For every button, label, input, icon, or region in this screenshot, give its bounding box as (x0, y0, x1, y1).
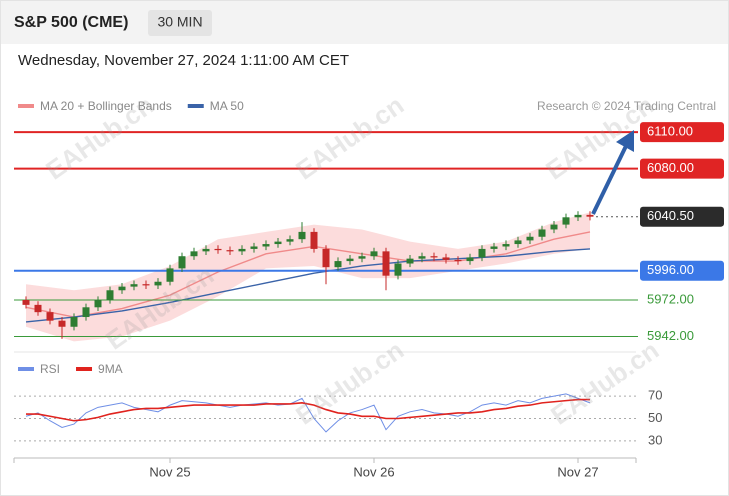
legend-swatch (18, 104, 34, 108)
legend-label: RSI (40, 362, 60, 376)
bollinger-band (26, 212, 590, 342)
candle-body (46, 312, 54, 321)
candle-body (70, 317, 78, 327)
level-label: 6110.00 (647, 124, 693, 139)
candle-body (382, 251, 390, 276)
candle-body (538, 229, 546, 237)
candle-body (574, 214, 582, 218)
candle-body (346, 258, 354, 262)
x-tick-label: Nov 25 (149, 464, 190, 479)
level-label: 6080.00 (647, 160, 694, 175)
moving-average (25, 248, 591, 323)
candle-body (586, 214, 594, 217)
candle-body (502, 244, 510, 247)
candle-body (406, 258, 414, 264)
candle-body (262, 244, 270, 247)
legend-swatch (76, 367, 93, 371)
interval-label[interactable]: 30 MIN (157, 14, 202, 30)
header-bar (1, 1, 728, 44)
legend-label: 9MA (98, 362, 123, 376)
candle-body (166, 268, 174, 282)
candle-body (478, 248, 486, 258)
x-tick-label: Nov 26 (353, 464, 394, 479)
level-label: 5942.00 (647, 328, 694, 343)
candle-body (202, 248, 210, 252)
candle-body (130, 284, 138, 287)
rsi-line (26, 398, 590, 422)
candle-body (430, 256, 438, 258)
candle-body (274, 241, 282, 245)
y-tick-label: 50 (648, 410, 662, 425)
forecast-arrow (591, 145, 628, 215)
candle-body (418, 256, 426, 259)
last-price-label: 6040.50 (647, 208, 694, 223)
candle-body (94, 300, 102, 308)
legend-swatch (18, 367, 34, 371)
candle-body (178, 256, 186, 269)
candle-body (310, 231, 318, 249)
candle-body (334, 261, 342, 268)
candle-body (190, 251, 198, 257)
rsi-line (25, 393, 591, 433)
candle-body (562, 217, 570, 225)
level-box (640, 122, 724, 143)
candle-body (106, 290, 114, 300)
candle-body (490, 246, 498, 249)
y-tick-label: 70 (648, 388, 662, 403)
credit: Research © 2024 Trading Central (537, 99, 716, 113)
forecast-arrowhead (616, 130, 634, 152)
last-price-box (640, 206, 724, 227)
level-label: 5972.00 (647, 291, 694, 306)
candle-body (142, 284, 150, 286)
y-tick-label: 30 (648, 432, 662, 447)
legend-label: MA 20 + Bollinger Bands (40, 99, 172, 113)
timestamp: Wednesday, November 27, 2024 1:11:00 AM … (18, 52, 349, 69)
candle-body (82, 307, 90, 318)
candle-body (118, 286, 126, 291)
candle-body (226, 250, 234, 252)
legend-swatch (187, 104, 204, 108)
candle-body (454, 259, 462, 262)
level-label: 5996.00 (647, 262, 694, 277)
legend-label: MA 50 (210, 99, 244, 113)
instrument-title: S&P 500 (CME) (14, 14, 128, 31)
candle-body (58, 320, 66, 327)
candle-body (442, 257, 450, 260)
candle-body (154, 281, 162, 286)
candle-body (322, 248, 330, 268)
candle-body (514, 240, 522, 245)
level-box (640, 158, 724, 179)
candle-body (238, 248, 246, 252)
x-tick-label: Nov 27 (557, 464, 598, 479)
candle-body (466, 257, 474, 262)
candle-body (34, 304, 42, 313)
interval-badge[interactable] (148, 10, 212, 36)
candle-body (526, 236, 534, 241)
candle-body (550, 224, 558, 230)
level-box (640, 260, 724, 281)
candle-body (22, 300, 30, 305)
candle-body (286, 239, 294, 242)
candle-body (358, 256, 366, 259)
candle-body (298, 231, 306, 240)
candle-body (250, 246, 258, 249)
candle-body (370, 251, 378, 257)
candle-body (394, 263, 402, 276)
candle-body (214, 248, 222, 251)
